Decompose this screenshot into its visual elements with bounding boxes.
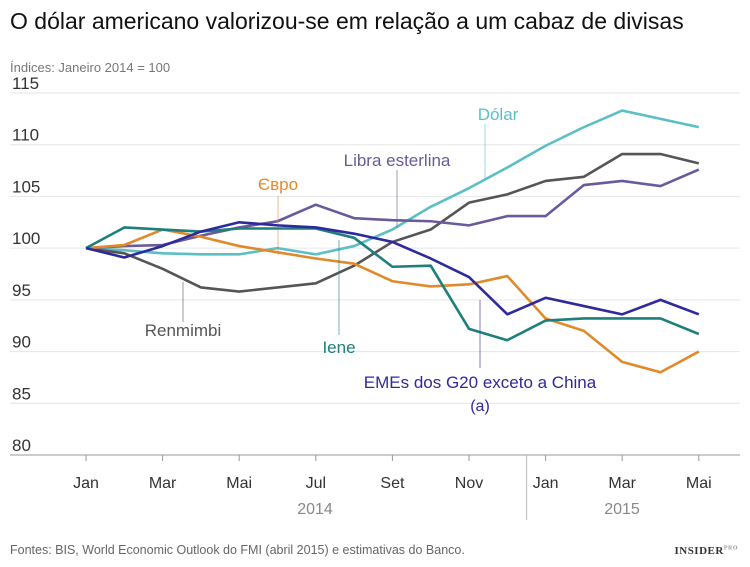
series-label: Євро: [258, 175, 298, 194]
x-tick-label: Mai: [226, 475, 252, 492]
series-line: [85, 220, 700, 316]
x-year-label: 2015: [604, 501, 640, 518]
x-tick-label: Jan: [533, 475, 559, 492]
x-tick-label: Set: [380, 475, 405, 492]
series-label: Libra esterlina: [344, 151, 451, 170]
logo-sup: PRO: [723, 545, 738, 552]
series-label: Dólar: [478, 105, 519, 124]
x-year-label: 2014: [297, 501, 333, 518]
series-label-note: (a): [470, 398, 490, 415]
logo: INSIDERPRO: [674, 545, 738, 557]
logo-text: INSIDER: [674, 545, 724, 557]
x-tick-label: Jul: [306, 475, 326, 492]
source-note: Fontes: BIS, World Economic Outlook do F…: [10, 543, 465, 557]
y-tick-label: 90: [12, 333, 31, 352]
x-tick-label: Mar: [608, 475, 636, 492]
series-line: [85, 226, 700, 342]
x-tick-label: Nov: [455, 475, 483, 492]
series-label: Iene: [322, 338, 355, 357]
y-tick-label: 110: [12, 126, 39, 145]
y-tick-label: 80: [12, 436, 31, 455]
y-tick-label: 95: [12, 281, 31, 300]
chart-title: O dólar americano valorizou-se em relaçã…: [10, 8, 684, 34]
series-line: [85, 168, 700, 250]
x-tick-label: Mai: [686, 475, 712, 492]
chart-subtitle: Índices: Janeiro 2014 = 100: [10, 60, 171, 75]
x-tick-label: Mar: [149, 475, 177, 492]
series-label: Renmimbi: [145, 321, 222, 340]
y-tick-label: 115: [12, 74, 39, 93]
y-tick-label: 85: [12, 384, 31, 403]
series-line: [85, 152, 700, 293]
series-line: [85, 228, 700, 374]
y-tick-label: 100: [12, 229, 40, 248]
x-tick-label: Jan: [73, 475, 99, 492]
series-line: [85, 109, 700, 256]
series-label: EMEs dos G20 exceto a China: [364, 373, 597, 392]
y-tick-label: 105: [12, 177, 40, 196]
